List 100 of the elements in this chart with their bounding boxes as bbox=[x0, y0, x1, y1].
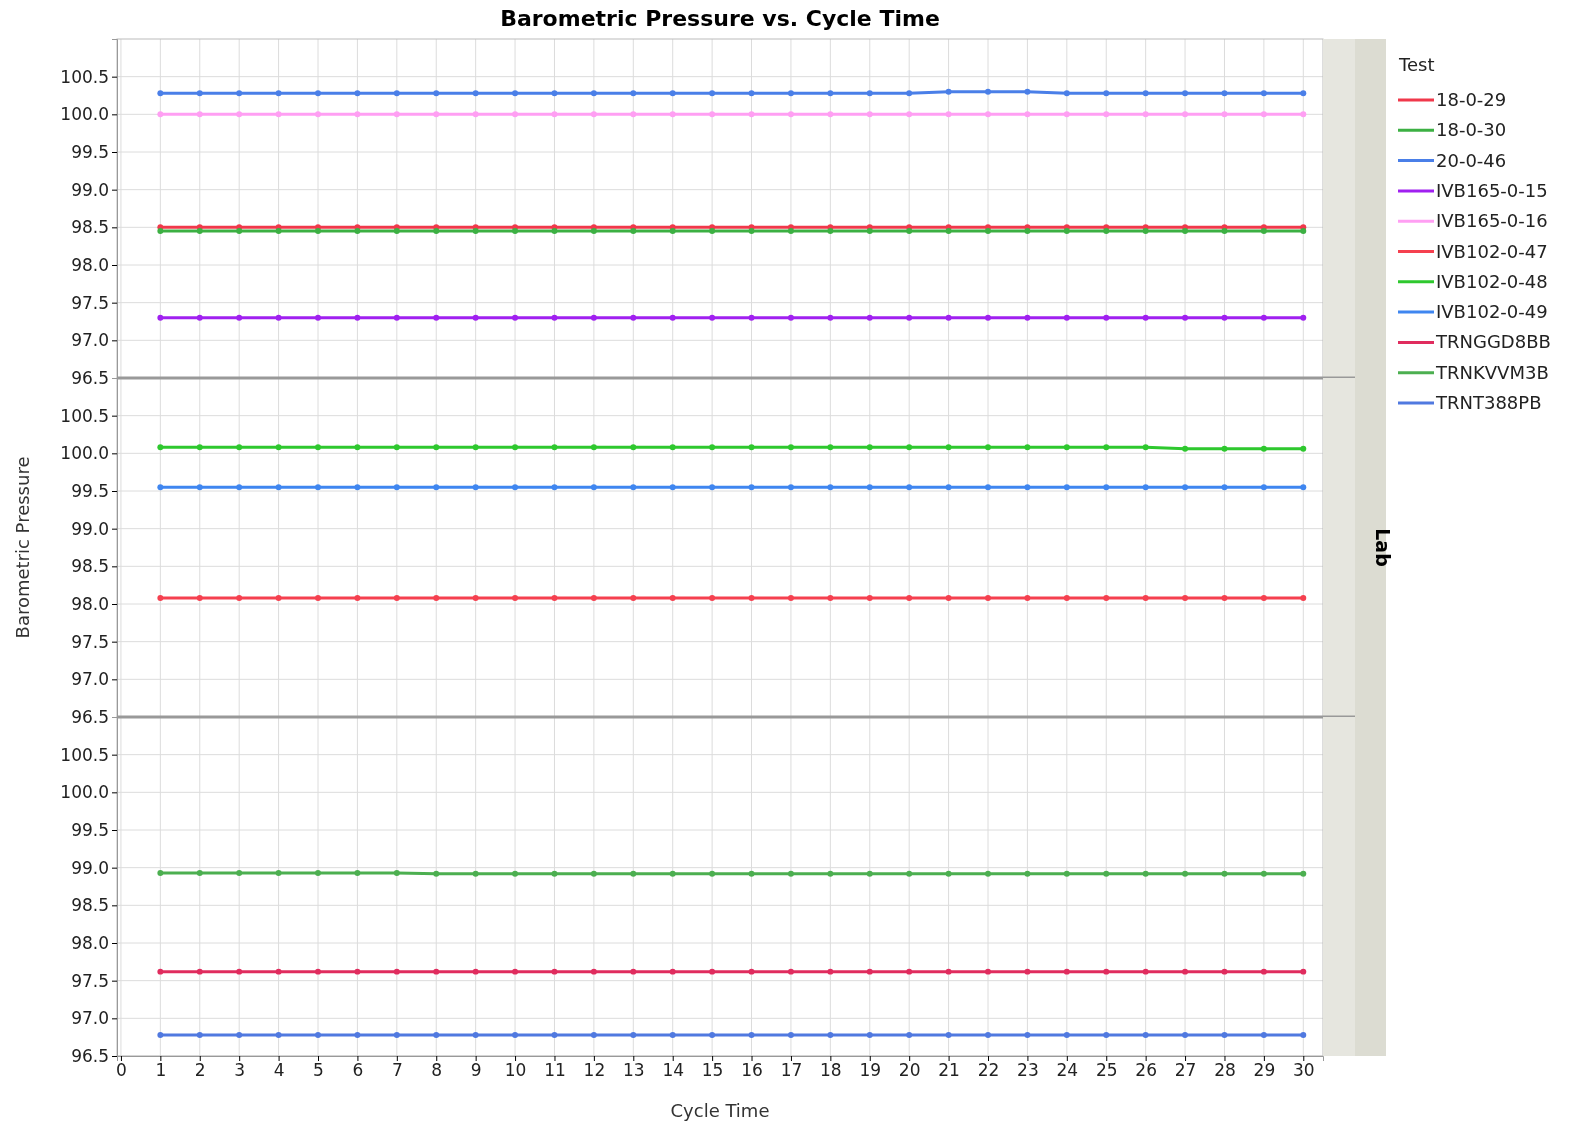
point bbox=[1024, 1031, 1031, 1038]
x-tick-label: 8 bbox=[431, 1060, 443, 1081]
point bbox=[1024, 444, 1031, 451]
point bbox=[275, 228, 282, 235]
point bbox=[1103, 484, 1110, 491]
point bbox=[1024, 594, 1031, 601]
point bbox=[315, 1031, 321, 1038]
x-tick-label: 29 bbox=[1253, 1060, 1276, 1081]
point bbox=[787, 444, 794, 451]
point bbox=[1182, 484, 1189, 491]
legend-label: IVB102-0-48 bbox=[1436, 270, 1548, 292]
x-tick-label: 3 bbox=[234, 1060, 246, 1081]
point bbox=[393, 869, 400, 876]
point bbox=[787, 594, 794, 601]
point bbox=[1142, 90, 1149, 97]
point bbox=[551, 314, 558, 321]
point bbox=[1221, 594, 1228, 601]
x-tick-label: 11 bbox=[544, 1060, 566, 1081]
point bbox=[1260, 228, 1267, 235]
x-tick-label: 12 bbox=[583, 1060, 606, 1081]
x-tick-label: 20 bbox=[898, 1060, 921, 1081]
point bbox=[1103, 111, 1110, 118]
point bbox=[512, 968, 519, 975]
point bbox=[748, 444, 755, 451]
x-tick-label: 28 bbox=[1214, 1060, 1236, 1081]
point bbox=[196, 594, 203, 601]
point bbox=[512, 228, 519, 235]
point bbox=[827, 314, 834, 321]
point bbox=[551, 1031, 558, 1038]
point bbox=[827, 484, 834, 491]
point bbox=[275, 968, 282, 975]
legend-label: 18-0-29 bbox=[1436, 89, 1507, 110]
legend-label: IVB102-0-47 bbox=[1436, 240, 1548, 262]
point bbox=[1063, 968, 1070, 975]
point bbox=[472, 111, 479, 118]
point bbox=[945, 1031, 952, 1038]
point bbox=[1142, 484, 1149, 491]
point bbox=[354, 869, 361, 876]
point bbox=[157, 968, 164, 975]
x-tick-label: 13 bbox=[622, 1060, 645, 1081]
point bbox=[669, 90, 676, 97]
point bbox=[866, 314, 873, 321]
point bbox=[472, 444, 479, 451]
point bbox=[945, 484, 952, 491]
point bbox=[433, 228, 440, 235]
point bbox=[315, 111, 321, 118]
y-tick-label: 99.5 bbox=[71, 819, 109, 840]
point bbox=[1063, 111, 1070, 118]
point bbox=[1063, 484, 1070, 491]
point bbox=[630, 111, 637, 118]
x-tick-label: 23 bbox=[1017, 1060, 1039, 1081]
point bbox=[196, 484, 203, 491]
x-tick-label: 7 bbox=[391, 1060, 403, 1081]
point bbox=[985, 228, 991, 235]
y-tick-label: 99.5 bbox=[71, 141, 109, 162]
point bbox=[275, 594, 282, 601]
legend-label: 18-0-30 bbox=[1436, 119, 1507, 141]
point bbox=[827, 1031, 834, 1038]
point bbox=[630, 594, 637, 601]
point bbox=[669, 968, 676, 975]
point bbox=[512, 484, 519, 491]
point bbox=[985, 484, 991, 491]
point bbox=[472, 484, 479, 491]
y-tick-label: 97.5 bbox=[71, 970, 109, 991]
point bbox=[354, 1031, 361, 1038]
y-tick-label: 97.0 bbox=[71, 1008, 109, 1029]
point bbox=[906, 444, 913, 451]
point bbox=[1024, 228, 1031, 235]
point bbox=[1182, 228, 1189, 235]
point bbox=[433, 111, 440, 118]
x-tick-label: 4 bbox=[273, 1060, 285, 1081]
point bbox=[945, 870, 952, 877]
point bbox=[1221, 111, 1228, 118]
point bbox=[1142, 968, 1149, 975]
point bbox=[354, 484, 361, 491]
point bbox=[551, 870, 558, 877]
point bbox=[551, 444, 558, 451]
point bbox=[1063, 314, 1070, 321]
point bbox=[787, 484, 794, 491]
point bbox=[709, 228, 716, 235]
point bbox=[1260, 314, 1267, 321]
point bbox=[748, 1031, 755, 1038]
point bbox=[433, 90, 440, 97]
x-tick-label: 1 bbox=[155, 1060, 167, 1081]
point bbox=[433, 444, 440, 451]
point bbox=[275, 90, 282, 97]
point bbox=[748, 314, 755, 321]
point bbox=[590, 484, 597, 491]
point bbox=[1260, 90, 1267, 97]
x-tick-label: 24 bbox=[1056, 1060, 1079, 1081]
point bbox=[1182, 870, 1189, 877]
point bbox=[196, 111, 203, 118]
x-tick-label: 18 bbox=[820, 1060, 842, 1081]
point bbox=[590, 90, 597, 97]
point bbox=[906, 90, 913, 97]
point bbox=[512, 594, 519, 601]
point bbox=[1300, 870, 1307, 877]
point bbox=[393, 968, 400, 975]
point bbox=[393, 444, 400, 451]
point bbox=[827, 90, 834, 97]
